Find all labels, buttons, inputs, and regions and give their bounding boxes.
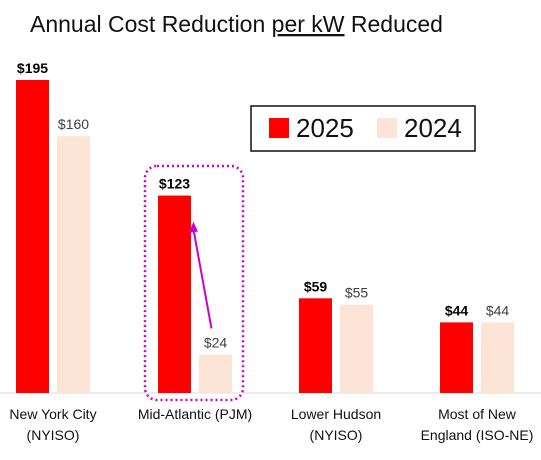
data-label-2025-1: $195 [17,60,48,76]
chart-title: Annual Cost Reduction per kW Reduced [30,11,443,37]
data-label-2024-3: $55 [345,285,369,301]
data-label-2024-1: $160 [58,116,89,132]
data-label-2025-2: $123 [159,176,190,192]
title-part-3: Reduced [345,11,443,37]
category-label-4-line-2: England (ISO-NE) [421,427,534,443]
bar-2025-4 [440,322,473,393]
data-label-2025-3: $59 [304,278,328,294]
plot-area: $195 $123 $59 $44 $160 $24 $55 $44 New York City… [0,60,541,443]
bar-2024-4 [481,322,514,393]
legend-label-2024: 2024 [404,113,462,143]
category-label-1-line-2: (NYISO) [27,427,80,443]
highlight-arrow-head [189,221,198,233]
legend-swatch-2024 [377,118,397,138]
bar-2025-3 [299,298,332,393]
category-label-1-line-1: New York City [9,406,96,422]
title-part-2-underlined: per kW [272,11,345,37]
category-label-3-line-1: Lower Hudson [291,406,381,422]
category-label-4-line-1: Most of New [438,406,517,422]
bar-2024-1 [57,136,90,393]
bar-2025-2 [158,195,191,393]
legend-swatch-2025 [269,118,289,138]
bar-2024-2 [199,354,232,393]
data-label-2024-4: $44 [486,302,510,318]
category-label-2-line-1: Mid-Atlantic (PJM) [138,406,252,422]
bar-2024-3 [340,304,373,393]
legend-label-2025: 2025 [296,113,354,143]
highlight-arrow-shaft [192,229,213,329]
data-label-2024-2: $24 [204,334,228,350]
title-part-1: Annual Cost Reduction [30,11,272,37]
category-label-3-line-2: (NYISO) [310,427,363,443]
data-label-2025-4: $44 [445,302,469,318]
legend: 2025 2024 [250,105,476,152]
bar-2025-1 [16,80,49,393]
highlight-box [143,164,245,402]
